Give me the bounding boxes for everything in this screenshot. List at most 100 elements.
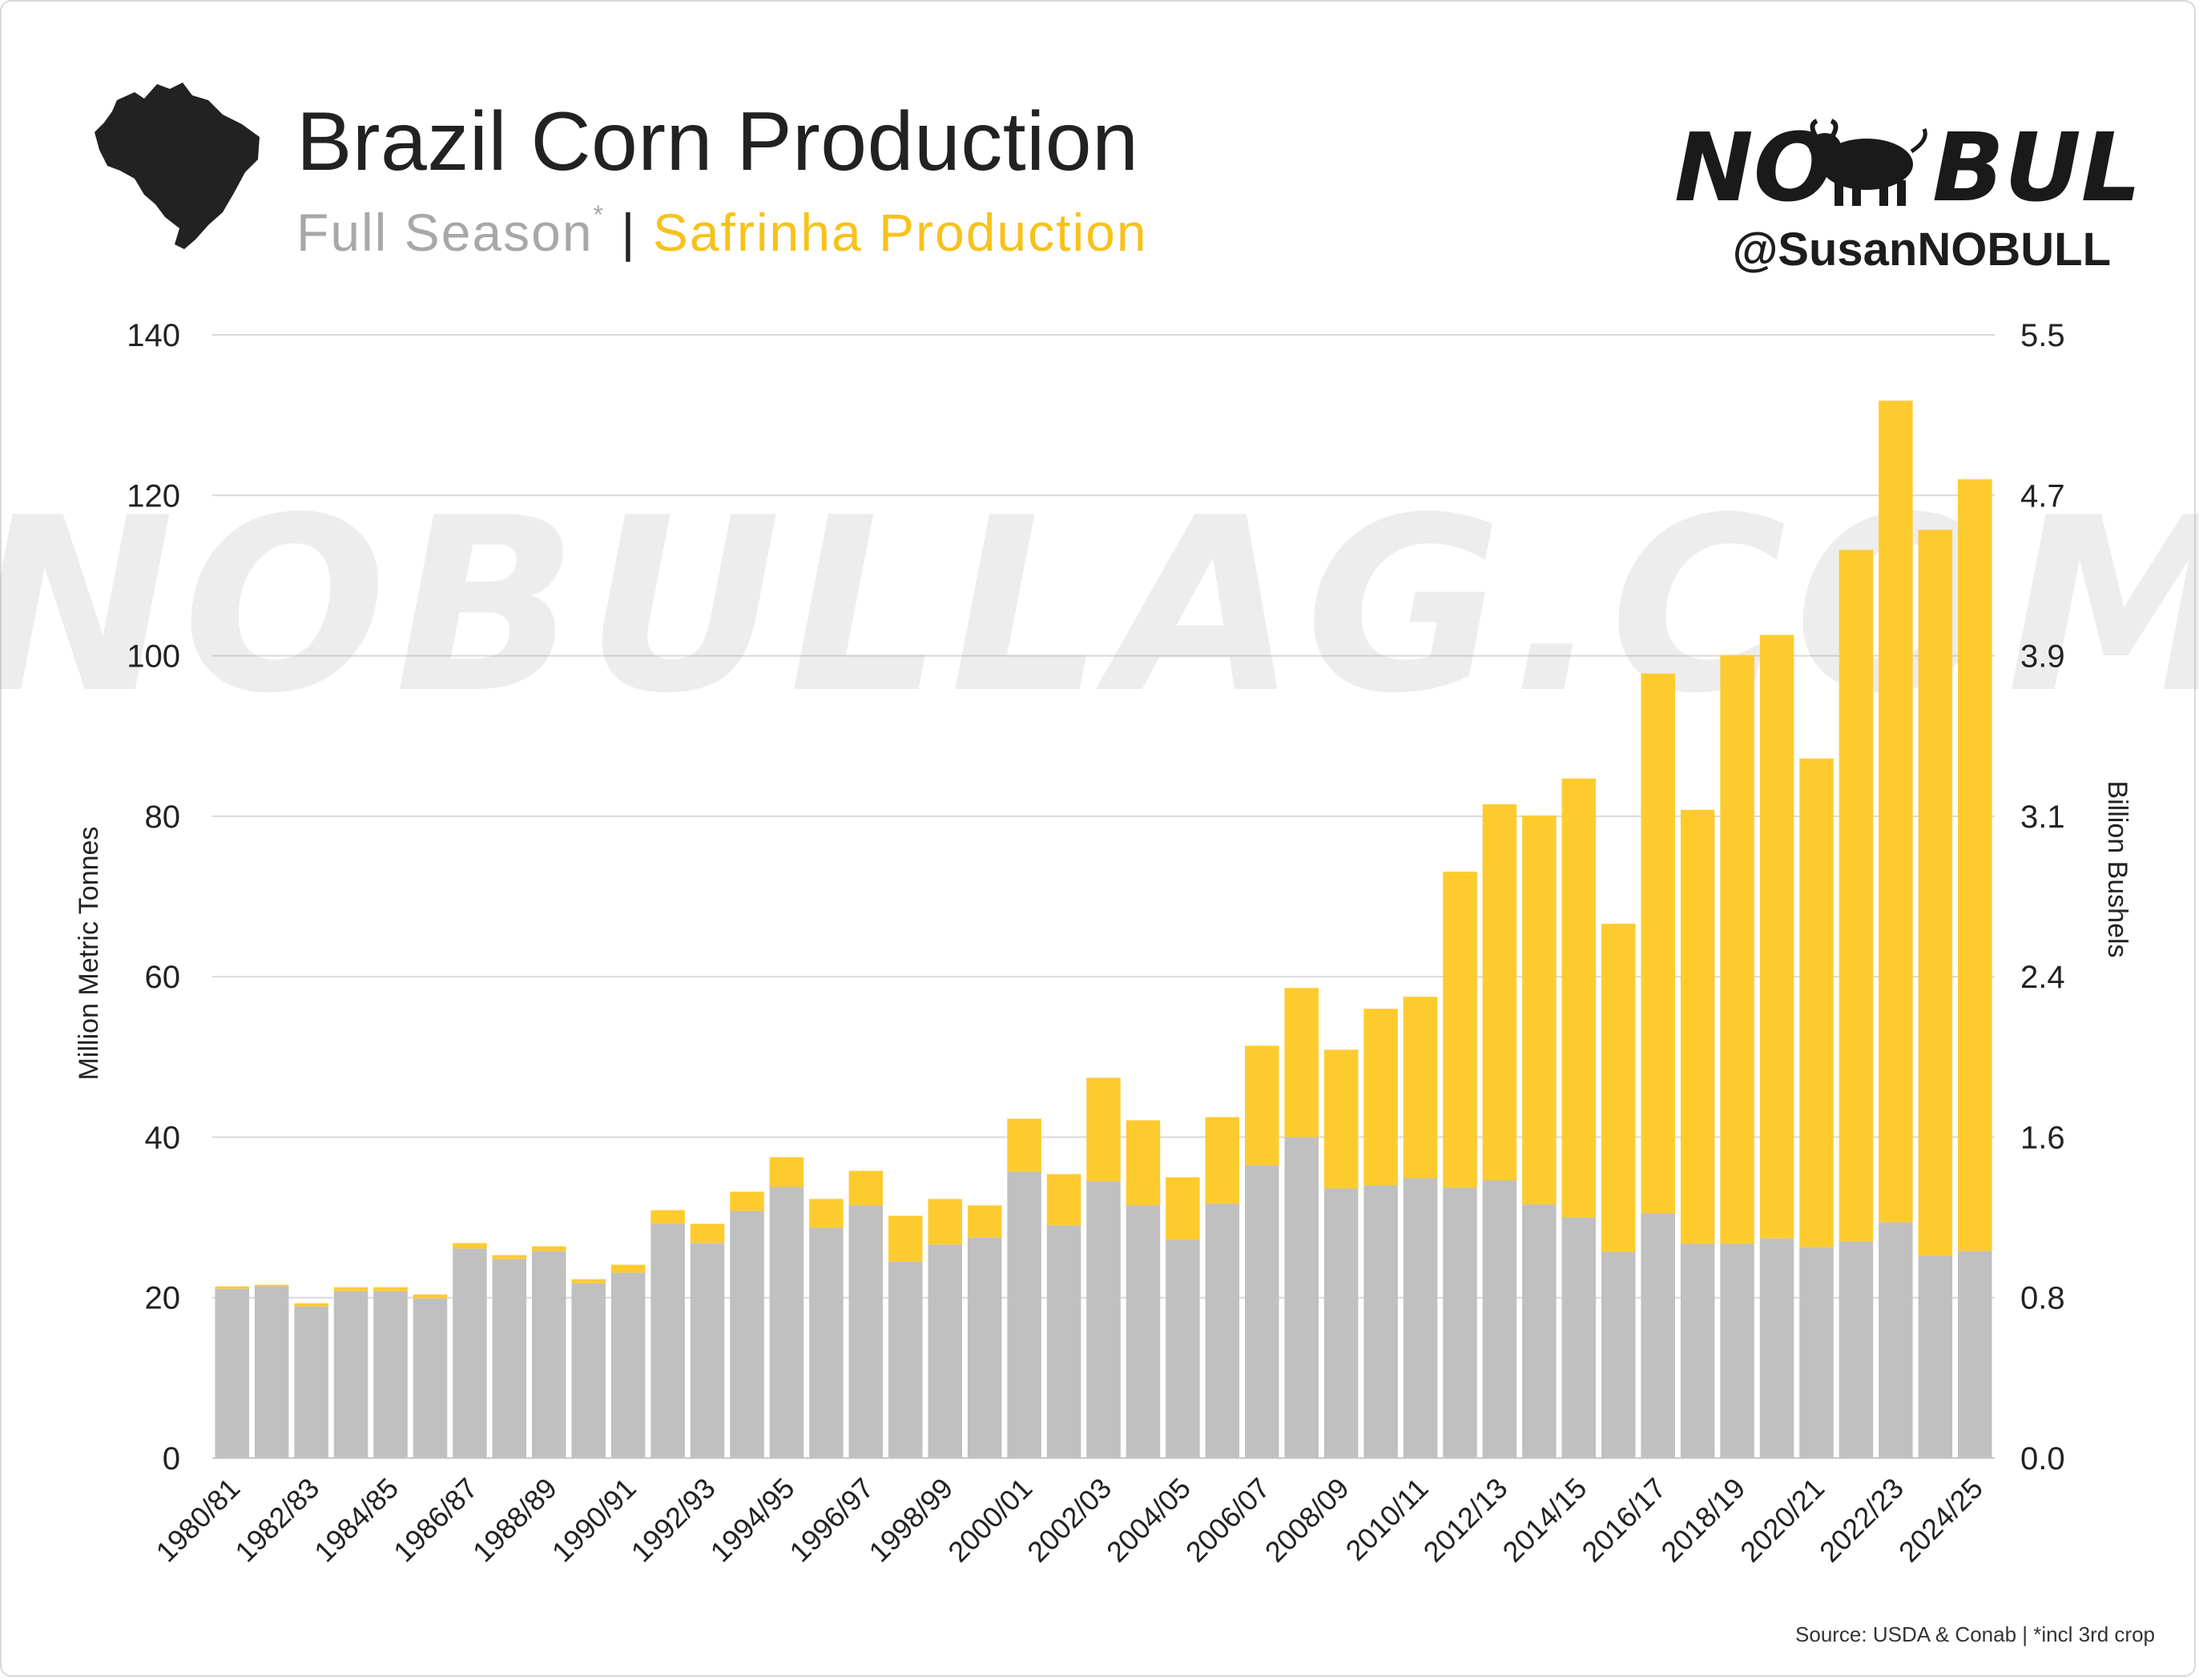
bar-full-season	[453, 1248, 487, 1458]
bar-full-season	[1720, 1243, 1754, 1458]
bar-full-season	[1363, 1185, 1398, 1458]
bar-full-season	[967, 1237, 1002, 1458]
chart-title: Brazil Corn Production	[296, 95, 1139, 188]
bar-full-season	[492, 1259, 527, 1458]
bar-full-season	[1482, 1180, 1517, 1458]
legend-full-season: Full Season	[296, 203, 594, 262]
bar-full-season	[690, 1243, 725, 1458]
bar-full-season	[1205, 1203, 1240, 1458]
bull-icon	[1809, 119, 1927, 206]
y2-tick-label: 4.7	[2020, 478, 2065, 514]
bar-full-season	[928, 1244, 962, 1458]
bar-full-season	[532, 1251, 566, 1458]
y2-tick-label: 0.8	[2020, 1281, 2065, 1316]
y-tick-label: 60	[145, 960, 181, 995]
bar-safrinha	[610, 1264, 646, 1273]
source-note: Source: USDA & Conab | *incl 3rd crop	[1795, 1622, 2155, 1646]
y-axis-label: Million Metric Tonnes	[74, 827, 104, 1081]
bar-safrinha	[730, 1191, 764, 1211]
bar-full-season	[294, 1306, 328, 1458]
bar-full-season	[1799, 1247, 1834, 1458]
bar-safrinha	[1007, 1118, 1041, 1172]
bar-safrinha	[1482, 804, 1517, 1181]
bar-safrinha	[215, 1286, 249, 1289]
y2-tick-label: 1.6	[2020, 1120, 2065, 1155]
bar-safrinha	[1918, 530, 1953, 1256]
bar-full-season	[650, 1223, 685, 1458]
bar-full-season	[333, 1291, 369, 1458]
x-tick-label: 2020/21	[1734, 1472, 1830, 1569]
y-tick-label: 100	[127, 639, 180, 675]
bar-full-season	[1245, 1165, 1279, 1458]
bar-full-season	[1918, 1255, 1953, 1458]
bar-safrinha	[1166, 1177, 1200, 1240]
bar-safrinha	[1601, 924, 1636, 1252]
bar-safrinha	[333, 1287, 369, 1291]
x-tick-label: 2014/15	[1496, 1472, 1593, 1569]
legend-safrinha: Safrinha Production	[652, 203, 1148, 262]
bar-safrinha	[967, 1205, 1002, 1238]
bar-full-season	[1443, 1187, 1477, 1458]
x-tick-label: 1996/97	[783, 1472, 880, 1569]
bar-safrinha	[1680, 809, 1715, 1244]
y2-tick-label: 5.5	[2020, 318, 2065, 353]
bar-full-season	[1403, 1178, 1438, 1458]
bar-safrinha	[1245, 1045, 1279, 1166]
bar-safrinha	[413, 1294, 448, 1299]
bar-full-season	[1958, 1251, 1992, 1458]
bar-safrinha	[928, 1199, 962, 1245]
bar-safrinha	[1284, 988, 1319, 1138]
bar-safrinha	[1046, 1174, 1081, 1226]
bar-safrinha	[1323, 1049, 1359, 1189]
y-tick-label: 0	[163, 1441, 180, 1477]
bar-safrinha	[1126, 1120, 1161, 1206]
bar-safrinha	[1799, 758, 1834, 1247]
brazil-map-icon	[95, 83, 260, 249]
bar-full-season	[1601, 1251, 1636, 1458]
x-tick-label: 2018/19	[1654, 1472, 1751, 1569]
x-tick-label: 2006/07	[1179, 1472, 1276, 1569]
bar-full-season	[769, 1186, 804, 1458]
bar-full-season	[730, 1211, 764, 1458]
bar-safrinha	[492, 1255, 527, 1259]
bar-safrinha	[1759, 635, 1794, 1239]
x-tick-label: 2024/25	[1892, 1472, 1989, 1569]
bar-safrinha	[1443, 871, 1477, 1188]
x-tick-label: 1986/87	[387, 1472, 484, 1569]
bar-safrinha	[1086, 1078, 1121, 1182]
x-tick-label: 1990/91	[546, 1472, 642, 1569]
y-tick-label: 20	[145, 1281, 181, 1316]
bar-safrinha	[254, 1284, 289, 1287]
bar-full-season	[1641, 1213, 1675, 1458]
y2-tick-label: 0.0	[2020, 1441, 2065, 1477]
bar-safrinha	[373, 1287, 408, 1291]
bar-safrinha	[1522, 815, 1557, 1205]
bar-safrinha	[848, 1170, 884, 1206]
y2-tick-label: 2.4	[2020, 960, 2065, 995]
x-tick-label: 2022/23	[1813, 1472, 1910, 1569]
x-tick-label: 1980/81	[149, 1472, 246, 1569]
logo-bull: BULL	[1932, 112, 2139, 220]
bar-safrinha	[1561, 778, 1597, 1218]
x-tick-label: 1984/85	[308, 1472, 405, 1569]
y-tick-label: 80	[145, 800, 181, 835]
bar-safrinha	[294, 1303, 328, 1307]
bar-full-season	[1086, 1181, 1121, 1458]
y-tick-label: 40	[145, 1120, 181, 1155]
bar-full-season	[1166, 1239, 1200, 1458]
bar-full-season	[848, 1205, 884, 1458]
bar-safrinha	[1879, 401, 1913, 1223]
y-tick-label: 120	[127, 478, 180, 514]
bar-full-season	[610, 1272, 646, 1458]
y2-axis-label: Billion Bushels	[2102, 780, 2133, 957]
bar-safrinha	[1205, 1117, 1240, 1204]
x-tick-label: 2012/13	[1417, 1472, 1514, 1569]
bar-safrinha	[1403, 997, 1438, 1178]
twitter-handle: @SusanNOBULL	[1732, 224, 2111, 276]
bar-full-season	[571, 1283, 606, 1458]
bar-safrinha	[1839, 550, 1874, 1242]
bar-safrinha	[650, 1210, 685, 1224]
bar-safrinha	[1641, 673, 1675, 1214]
